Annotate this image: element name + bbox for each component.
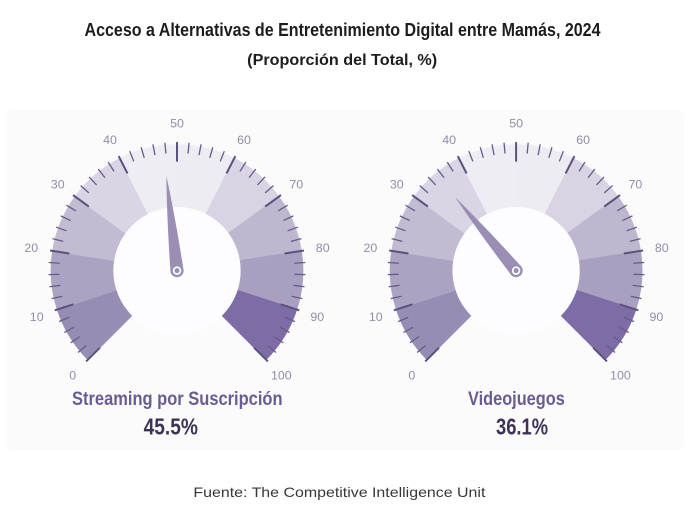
svg-text:Acceso a Alternativas de Entre: Acceso a Alternativas de Entretenimiento… (85, 19, 602, 40)
svg-text:10: 10 (369, 310, 383, 324)
svg-text:20: 20 (24, 241, 38, 255)
svg-text:80: 80 (655, 241, 669, 255)
svg-text:40: 40 (103, 133, 117, 147)
svg-text:60: 60 (237, 133, 251, 147)
svg-text:0: 0 (408, 369, 415, 383)
svg-text:50: 50 (170, 117, 184, 131)
svg-text:Streaming por Suscripción: Streaming por Suscripción (72, 389, 283, 410)
svg-text:90: 90 (650, 310, 664, 324)
svg-text:50: 50 (509, 117, 523, 131)
svg-text:80: 80 (316, 241, 330, 255)
svg-text:10: 10 (30, 310, 44, 324)
svg-text:45.5%: 45.5% (144, 414, 198, 440)
svg-text:36.1%: 36.1% (496, 413, 548, 439)
svg-text:100: 100 (271, 369, 292, 383)
svg-text:60: 60 (576, 133, 590, 147)
svg-text:30: 30 (390, 178, 404, 192)
svg-text:70: 70 (629, 178, 643, 192)
svg-text:70: 70 (289, 178, 303, 192)
svg-text:0: 0 (69, 369, 76, 383)
svg-text:Videojuegos: Videojuegos (468, 389, 565, 410)
svg-text:20: 20 (364, 241, 378, 255)
svg-text:100: 100 (610, 369, 631, 383)
svg-text:Fuente: The Competitive Intell: Fuente: The Competitive Intelligence Uni… (193, 485, 485, 500)
svg-text:30: 30 (51, 178, 65, 192)
svg-text:90: 90 (310, 310, 324, 324)
svg-text:40: 40 (442, 133, 456, 147)
svg-text:(Proporción del Total, %): (Proporción del Total, %) (247, 52, 437, 69)
